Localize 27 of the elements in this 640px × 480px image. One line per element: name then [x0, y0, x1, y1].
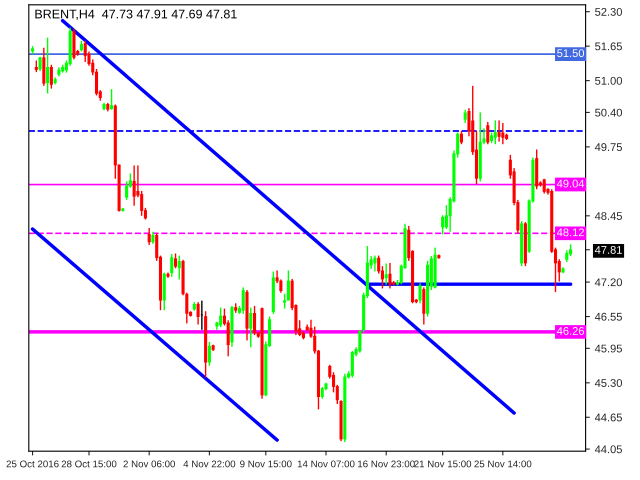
y-tick-label: 50.40: [595, 108, 622, 117]
ref-line-label: 49.04: [556, 180, 584, 188]
x-tick-label: 25 Oct 2016: [6, 460, 59, 468]
ref-line-label: 46.26: [556, 327, 584, 335]
x-tick-label: 14 Nov 07:00: [298, 460, 355, 468]
y-tick-label: 47.81: [594, 246, 622, 254]
ref-line-label: 48.12: [556, 228, 584, 236]
x-tick-label: 2 Nov 06:00: [123, 460, 176, 468]
x-tick-label: 21 Nov 15:00: [414, 460, 472, 468]
y-tick-label: 47.20: [594, 278, 622, 286]
y-tick-label: 45.30: [594, 379, 622, 387]
y-tick-label: 44.65: [594, 414, 622, 422]
y-tick-label: 45.95: [594, 344, 622, 352]
y-tick-label: 46.55: [594, 312, 622, 321]
y-tick-label: 51.00: [595, 76, 622, 85]
y-tick-label: 49.75: [594, 143, 622, 152]
ref-line-label: 51.50: [557, 49, 584, 58]
x-tick-label: 28 Oct 15:00: [62, 460, 116, 468]
x-tick-label: 25 Nov 14:00: [474, 460, 532, 468]
y-tick-label: 52.30: [595, 8, 622, 16]
y-tick-label: 44.05: [594, 445, 622, 454]
x-tick-label: 16 Nov 23:00: [358, 460, 415, 468]
y-tick-label: 51.65: [595, 42, 622, 50]
y-tick-label: 48.45: [594, 212, 622, 220]
x-tick-label: 9 Nov 15:00: [240, 460, 292, 468]
x-tick-label: 4 Nov 22:00: [183, 460, 236, 468]
chart-title: BRENT,H4 47.73 47.91 47.69 47.81: [35, 10, 237, 20]
